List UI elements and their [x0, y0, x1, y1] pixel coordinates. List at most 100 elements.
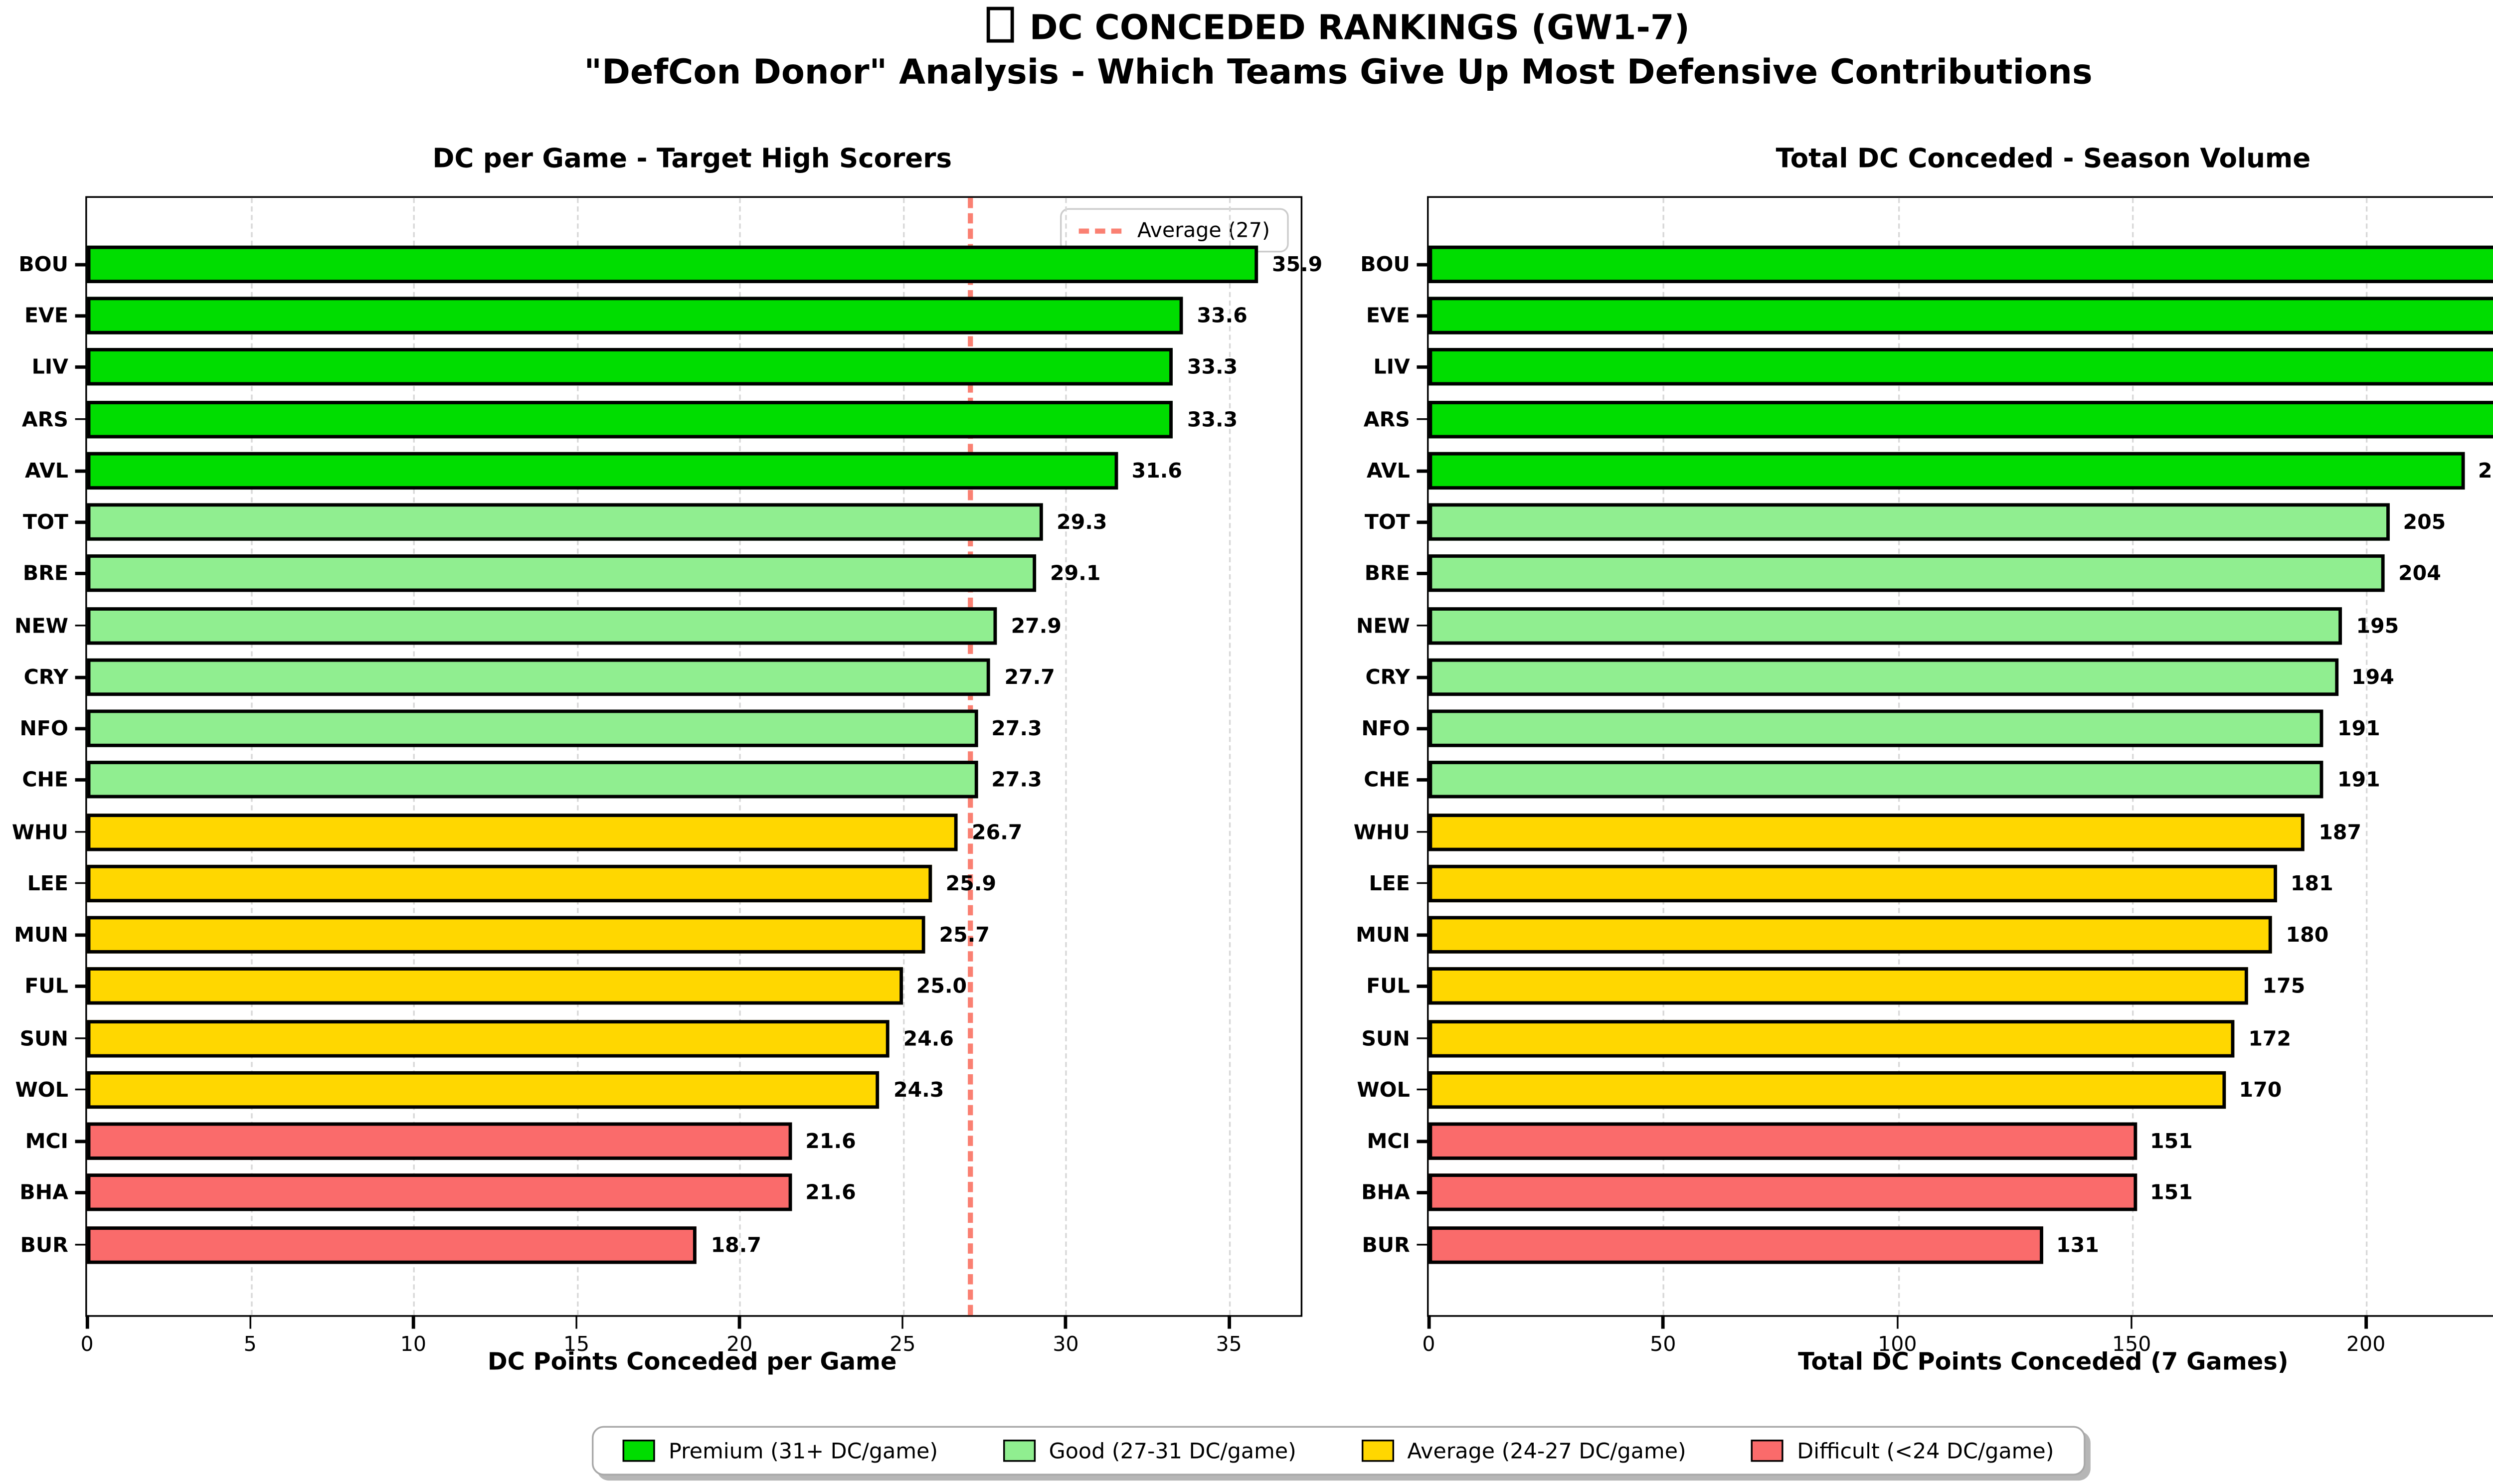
bar-value: 204 — [2398, 562, 2441, 586]
y-tick-mark — [1417, 1191, 1429, 1194]
bar-liv — [1428, 348, 2493, 386]
bar-tot — [87, 503, 1043, 541]
y-tick-mark — [1417, 469, 1429, 472]
team-label: NFO — [1361, 716, 1410, 741]
team-label: CHE — [22, 768, 68, 793]
team-label: MCI — [25, 1129, 68, 1154]
bar-wol — [1428, 1071, 2226, 1109]
y-tick-mark — [75, 985, 87, 988]
bar-lee — [1428, 864, 2277, 902]
y-tick-mark — [75, 572, 87, 575]
x-tick-mark — [1227, 1315, 1231, 1329]
x-tick-label: 20 — [726, 1332, 753, 1356]
x-tick-mark — [412, 1315, 415, 1329]
bar-value: 33.3 — [1187, 355, 1238, 380]
bar-value: 29.3 — [1057, 510, 1107, 534]
team-label: WHU — [1353, 820, 1410, 844]
team-label: NEW — [14, 613, 68, 638]
gridline — [1897, 197, 1899, 1316]
x-axis-label-right: Total DC Points Conceded (7 Games) — [1798, 1349, 2289, 1377]
team-label: BOU — [1360, 252, 1410, 277]
bar-ful — [87, 968, 903, 1005]
gridline — [1663, 197, 1665, 1316]
bar-value: 33.6 — [1197, 304, 1247, 328]
bar-value: 131 — [2056, 1232, 2099, 1257]
bar-mci — [1428, 1122, 2137, 1160]
x-tick-label: 15 — [563, 1332, 590, 1356]
x-tick-label: 0 — [1422, 1332, 1435, 1356]
bar-value: 195 — [2356, 613, 2399, 638]
bar-new — [1428, 607, 2343, 645]
team-label: LEE — [1369, 871, 1410, 896]
bar-avl — [87, 452, 1118, 490]
x-tick-label: 35 — [1216, 1332, 1242, 1356]
x-tick-label: 50 — [1650, 1332, 1676, 1356]
x-tick-mark — [738, 1315, 741, 1329]
bar-whu — [1428, 813, 2305, 851]
team-label: BOU — [18, 252, 68, 277]
bar-value: 24.6 — [903, 1026, 954, 1050]
bar-mun — [1428, 916, 2273, 954]
x-tick-label: 0 — [80, 1332, 94, 1356]
legend-label: Difficult (<24 DC/game) — [1797, 1438, 2054, 1464]
team-label: AVL — [24, 459, 68, 483]
x-tick-label: 200 — [2346, 1332, 2386, 1356]
x-tick-label: 100 — [1878, 1332, 1917, 1356]
bar-mci — [87, 1122, 792, 1160]
x-tick-mark — [901, 1315, 904, 1329]
team-label: ARS — [1363, 407, 1410, 431]
team-label: FUL — [24, 975, 68, 998]
bar-bou — [1428, 245, 2493, 284]
bar-cry — [87, 658, 991, 696]
team-label: CRY — [23, 665, 68, 689]
bar-value: 27.3 — [991, 768, 1042, 793]
legend-swatch — [622, 1439, 655, 1462]
legend-item: Premium (31+ DC/game) — [622, 1438, 938, 1464]
x-tick-label: 150 — [2112, 1332, 2151, 1356]
bar-value: 25.0 — [916, 975, 967, 998]
plot-total-dc: 050100150200250BOU251EVE235LIV233ARS233A… — [1354, 196, 2493, 1356]
bar-ful — [1428, 968, 2249, 1005]
bar-nfo — [1428, 710, 2324, 748]
bar-eve — [1428, 297, 2493, 335]
y-tick-mark — [1417, 1243, 1429, 1246]
bar-bre — [1428, 555, 2385, 593]
bar-value: 175 — [2262, 975, 2306, 998]
team-label: MCI — [1367, 1129, 1410, 1154]
bar-cry — [1428, 658, 2338, 696]
average-legend: Average (27) — [1060, 208, 1289, 253]
team-label: WOL — [1357, 1077, 1410, 1102]
team-label: LEE — [27, 871, 68, 896]
team-label: BUR — [20, 1232, 68, 1257]
y-tick-mark — [1417, 315, 1429, 318]
gridline — [250, 197, 252, 1316]
gridline — [902, 197, 904, 1316]
y-tick-mark — [75, 624, 87, 627]
y-tick-mark — [75, 520, 87, 524]
team-label: MUN — [14, 923, 68, 947]
chart-title-dc-per-game: DC per Game - Target High Scorers — [432, 143, 952, 174]
bar-value: 21.6 — [805, 1180, 856, 1205]
legend-label: Average (24-27 DC/game) — [1407, 1438, 1686, 1464]
bar-value: 194 — [2351, 665, 2394, 689]
y-tick-mark — [75, 1243, 87, 1246]
bar-value: 187 — [2318, 820, 2362, 844]
team-label: BRE — [22, 562, 68, 586]
bar-liv — [87, 348, 1174, 386]
team-label: CRY — [1365, 665, 1410, 689]
bar-value: 25.9 — [945, 871, 997, 896]
bar-nfo — [87, 710, 978, 748]
bar-tot — [1428, 503, 2390, 541]
missing-glyph-icon — [987, 6, 1014, 43]
legend-item: Good (27-31 DC/game) — [1003, 1438, 1296, 1464]
y-tick-mark — [1417, 263, 1429, 266]
y-tick-mark — [1417, 882, 1429, 885]
average-legend-label: Average (27) — [1137, 218, 1270, 242]
bar-value: 26.7 — [972, 820, 1023, 844]
bar-bha — [1428, 1174, 2137, 1212]
x-tick-label: 30 — [1053, 1332, 1079, 1356]
y-tick-mark — [1417, 727, 1429, 730]
bar-value: 151 — [2150, 1180, 2193, 1205]
y-tick-mark — [1417, 1088, 1429, 1091]
team-label: EVE — [1366, 304, 1410, 328]
